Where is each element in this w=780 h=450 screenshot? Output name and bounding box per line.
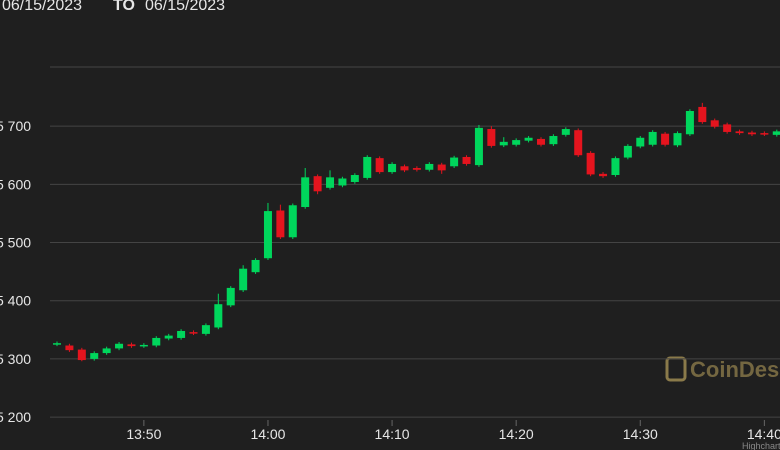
y-tick-label: 5 500 bbox=[0, 235, 31, 251]
candle-body bbox=[375, 158, 384, 173]
candle-body bbox=[102, 348, 111, 354]
candle-body bbox=[512, 140, 521, 145]
candle-body bbox=[536, 138, 545, 145]
candle-body bbox=[723, 124, 732, 132]
candle-body bbox=[735, 131, 744, 134]
candle-body bbox=[772, 131, 780, 135]
credits: Highcharts bbox=[742, 441, 780, 450]
candle-body bbox=[139, 344, 148, 347]
candle-body bbox=[661, 133, 670, 145]
candle-body bbox=[760, 133, 769, 135]
y-tick-label: 5 300 bbox=[0, 351, 31, 367]
candle-body bbox=[425, 163, 434, 170]
candle-body bbox=[561, 129, 570, 135]
to-date: 06/15/2023 bbox=[145, 0, 225, 14]
watermark-icon bbox=[665, 356, 687, 382]
candle-body bbox=[685, 110, 694, 135]
candle-body bbox=[214, 304, 223, 328]
candle-body bbox=[412, 168, 421, 170]
y-tick-label: 5 700 bbox=[0, 118, 31, 134]
candle-body bbox=[599, 173, 608, 177]
candle-body bbox=[239, 268, 248, 291]
candle-body bbox=[338, 178, 347, 186]
candle-body bbox=[350, 175, 359, 182]
candle-body bbox=[263, 211, 272, 259]
candle-body bbox=[326, 177, 335, 188]
candle-body bbox=[201, 325, 210, 334]
date-separator: TO bbox=[113, 0, 135, 14]
candle-body bbox=[462, 156, 471, 164]
candle-body bbox=[524, 137, 533, 141]
candle-body bbox=[698, 106, 707, 123]
candle-body bbox=[189, 332, 198, 334]
y-tick-label: 5 200 bbox=[0, 409, 31, 425]
x-tick-label: 14:40 bbox=[747, 426, 780, 442]
candle-body bbox=[301, 177, 310, 208]
candle-body bbox=[474, 127, 483, 166]
candle-body bbox=[636, 137, 645, 147]
candle-body bbox=[363, 156, 372, 178]
candle-body bbox=[450, 157, 459, 167]
x-tick-label: 14:00 bbox=[250, 426, 285, 442]
candle-body bbox=[648, 131, 657, 145]
candle-body bbox=[53, 343, 61, 345]
candle-body bbox=[437, 164, 446, 171]
x-tick-label: 14:10 bbox=[375, 426, 410, 442]
candle-body bbox=[90, 353, 99, 359]
y-tick-label: 5 400 bbox=[0, 293, 31, 309]
candle-body bbox=[499, 141, 508, 146]
candle-body bbox=[152, 337, 161, 346]
candle-body bbox=[611, 158, 620, 176]
candle-body bbox=[177, 330, 186, 338]
candle-body bbox=[127, 344, 136, 347]
candle-body bbox=[65, 345, 74, 351]
x-tick-label: 14:20 bbox=[499, 426, 534, 442]
candle-body bbox=[226, 287, 235, 306]
candle-body bbox=[164, 335, 173, 339]
candle-body bbox=[251, 259, 260, 273]
candle-body bbox=[673, 133, 682, 146]
y-tick-label: 5 600 bbox=[0, 176, 31, 192]
x-tick-label: 13:50 bbox=[126, 426, 161, 442]
candle-body bbox=[77, 349, 86, 361]
from-date: 06/15/2023 bbox=[2, 0, 82, 14]
candle-body bbox=[487, 129, 496, 146]
candle-body bbox=[313, 176, 322, 192]
candle-body bbox=[388, 163, 397, 173]
candle-body bbox=[586, 152, 595, 175]
candle-body bbox=[747, 132, 756, 135]
watermark: CoinDesk bbox=[690, 357, 780, 382]
candle-body bbox=[549, 136, 558, 145]
candle-body bbox=[623, 145, 632, 158]
candle-body bbox=[400, 166, 409, 171]
candle-body bbox=[710, 120, 719, 127]
candle-body bbox=[276, 210, 285, 238]
candle-body bbox=[115, 343, 124, 349]
candle-body bbox=[574, 130, 583, 156]
x-tick-label: 14:30 bbox=[623, 426, 658, 442]
candle-body bbox=[288, 205, 297, 238]
